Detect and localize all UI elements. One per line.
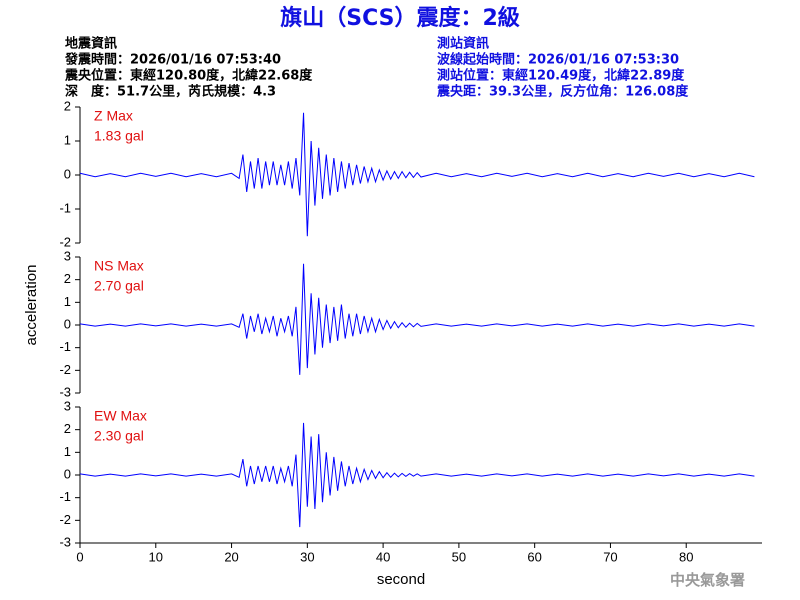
y-tick-label: 0 (64, 316, 71, 331)
panel-label: Z Max (94, 108, 133, 124)
chart-title: 旗山（SCS）震度：2級 (280, 5, 520, 31)
y-tick-label: 1 (64, 294, 71, 309)
max-value: 1.83 gal (94, 128, 144, 144)
max-value: 2.30 gal (94, 428, 144, 444)
y-tick-label: -3 (59, 534, 71, 549)
y-tick-label: -2 (59, 512, 71, 527)
y-tick-label: 2 (64, 421, 71, 436)
x-tick-label: 0 (76, 549, 83, 564)
waveform (79, 422, 755, 528)
panel-label: EW Max (94, 408, 147, 424)
event-info: 發震時間：2026/01/16 07:53:40 (64, 52, 281, 68)
y-tick-label: 2 (64, 98, 71, 113)
x-tick-label: 80 (679, 549, 693, 564)
event-info: 地震資訊 (65, 36, 117, 52)
y-axis-label: acceleration (23, 265, 40, 346)
event-info: 深 度：51.7公里，芮氏規模：4.3 (65, 84, 276, 100)
station-info: 震央距：39.3公里，反方位角：126.08度 (436, 84, 689, 100)
station-info: 測站資訊 (437, 36, 489, 52)
waveform (79, 263, 755, 375)
y-tick-label: -2 (59, 362, 71, 377)
y-tick-label: 3 (64, 398, 71, 413)
station-info: 波線起始時間：2026/01/16 07:53:30 (437, 52, 679, 68)
y-tick-label: 2 (64, 271, 71, 286)
y-tick-label: 0 (64, 166, 71, 181)
y-tick-label: -1 (59, 489, 71, 504)
x-tick-label: 70 (603, 549, 617, 564)
x-tick-label: 20 (224, 549, 238, 564)
station-info: 測站位置：東經120.49度，北緯22.89度 (437, 68, 685, 84)
y-tick-label: 3 (64, 248, 71, 263)
x-tick-label: 50 (452, 549, 466, 564)
x-tick-label: 40 (376, 549, 390, 564)
y-tick-label: -2 (59, 234, 71, 249)
footer: 中央氣象署 (670, 571, 745, 589)
max-value: 2.70 gal (94, 278, 144, 294)
panel-label: NS Max (94, 258, 144, 274)
y-tick-label: 1 (64, 444, 71, 459)
x-tick-label: 10 (149, 549, 163, 564)
y-tick-label: -3 (59, 384, 71, 399)
event-info: 震央位置：東經120.80度，北緯22.68度 (64, 68, 313, 84)
y-tick-label: -1 (59, 339, 71, 354)
y-tick-label: 1 (64, 132, 71, 147)
x-tick-label: 30 (300, 549, 314, 564)
y-tick-label: -1 (59, 200, 71, 215)
y-tick-label: 0 (64, 466, 71, 481)
x-tick-label: 60 (527, 549, 541, 564)
x-axis-label: second (377, 571, 425, 588)
waveform (79, 112, 755, 237)
